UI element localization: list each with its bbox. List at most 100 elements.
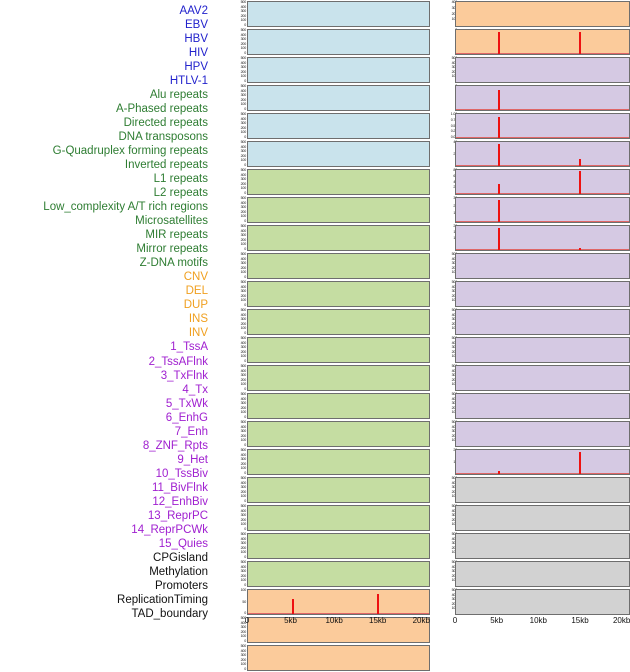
ytick-label: 500	[240, 644, 247, 648]
ytick-label: 0	[244, 219, 246, 223]
track-row[interactable]	[455, 141, 630, 167]
ytick-label: 200	[240, 545, 247, 550]
data-peak-bar	[579, 247, 582, 250]
track-row[interactable]	[455, 421, 630, 447]
track-row[interactable]	[247, 561, 430, 587]
track-row[interactable]	[455, 309, 630, 335]
track-label: 3_TxFlnk	[160, 369, 208, 382]
ytick-label: 300	[240, 149, 247, 154]
track-row[interactable]	[247, 337, 430, 363]
ytick-label: 400	[240, 480, 247, 485]
track-row[interactable]	[247, 365, 430, 391]
track-row[interactable]	[455, 337, 630, 363]
ytick-label: 300	[240, 233, 247, 238]
track-row[interactable]	[247, 281, 430, 307]
track-label: CPGisland	[153, 551, 208, 564]
ytick-label: 400	[452, 481, 458, 486]
ytick-label: 200	[240, 349, 247, 354]
track-baseline	[456, 165, 629, 166]
track-row[interactable]	[455, 393, 630, 419]
track-row[interactable]	[455, 365, 630, 391]
ytick-label: 200	[240, 517, 247, 522]
ytick-label: 400	[452, 341, 458, 346]
track-row[interactable]	[247, 113, 430, 139]
xtick-label: 15kb	[369, 616, 387, 625]
track-baseline	[456, 473, 629, 474]
track-row[interactable]	[247, 225, 430, 251]
left-panel[interactable]	[247, 0, 430, 672]
figure-canvas: AAV2 EBV HBV HIV HPV HTLV-1 Alu repeats A-Phase…	[43, 0, 630, 671]
track-row[interactable]	[455, 197, 630, 223]
track-row[interactable]	[455, 253, 630, 279]
track-row[interactable]	[455, 505, 630, 531]
track-row[interactable]	[455, 113, 630, 139]
track-row[interactable]	[247, 309, 430, 335]
ytick-label: 0	[244, 527, 246, 531]
track-baseline	[456, 53, 629, 54]
xtick-label: 20kb	[412, 616, 430, 625]
ytick-label: 100	[452, 271, 458, 275]
ytick-label: 0	[244, 275, 246, 279]
track-row[interactable]	[247, 1, 430, 27]
track-label: INV	[188, 327, 208, 340]
track-row[interactable]	[247, 169, 430, 195]
track-row[interactable]	[455, 561, 630, 587]
ytick-label: 200	[452, 546, 458, 551]
ytick-label: 300	[452, 514, 458, 518]
track-label: HPV	[184, 61, 208, 74]
track-label: TAD_boundary	[131, 607, 209, 620]
ytick-label: 300	[452, 346, 458, 350]
track-row[interactable]	[247, 393, 430, 419]
track-row[interactable]	[455, 449, 630, 475]
track-row[interactable]	[247, 197, 430, 223]
ytick-label: 400	[452, 509, 458, 514]
ytick-label: 500	[240, 168, 247, 172]
ytick-label: 200	[452, 490, 458, 495]
track-row[interactable]	[455, 29, 630, 55]
track-row[interactable]	[247, 253, 430, 279]
track-row[interactable]	[247, 589, 430, 615]
ytick-label: 0	[244, 611, 246, 615]
track-row[interactable]	[247, 505, 430, 531]
track-row[interactable]	[455, 589, 630, 615]
track-row[interactable]	[455, 225, 630, 251]
ytick-label: 200	[240, 405, 247, 410]
data-peak-bar	[579, 158, 582, 166]
track-label: HBV	[184, 33, 208, 46]
track-row[interactable]	[247, 57, 430, 83]
track-row[interactable]	[247, 533, 430, 559]
track-row[interactable]	[247, 449, 430, 475]
ytick-label: 400	[240, 172, 247, 177]
track-row[interactable]	[455, 169, 630, 195]
ytick-label: 200	[240, 321, 247, 326]
track-label: Inverted repeats	[124, 159, 208, 172]
track-row[interactable]	[455, 1, 630, 27]
track-row[interactable]	[247, 421, 430, 447]
ytick-label: 500	[452, 532, 458, 537]
track-row[interactable]	[455, 57, 630, 83]
track-row[interactable]	[455, 281, 630, 307]
track-row[interactable]	[247, 645, 430, 671]
right-panel[interactable]	[455, 0, 630, 616]
track-label: A-Phased repeats	[115, 103, 208, 116]
track-label: 9_Het	[177, 453, 208, 466]
track-row[interactable]	[455, 85, 630, 111]
ytick-label: 400	[240, 144, 247, 149]
track-row[interactable]	[455, 533, 630, 559]
xtick-label: 0	[452, 616, 458, 625]
track-row[interactable]	[247, 85, 430, 111]
ytick-label: 100	[452, 607, 458, 611]
track-row[interactable]	[455, 477, 630, 503]
ytick-label: 200	[240, 153, 247, 158]
track-row[interactable]	[247, 29, 430, 55]
track-row[interactable]	[247, 141, 430, 167]
track-row[interactable]	[247, 477, 430, 503]
ytick-label: 0	[244, 79, 246, 83]
ytick-label: 300	[452, 430, 458, 434]
ytick-label: 500	[240, 84, 247, 88]
